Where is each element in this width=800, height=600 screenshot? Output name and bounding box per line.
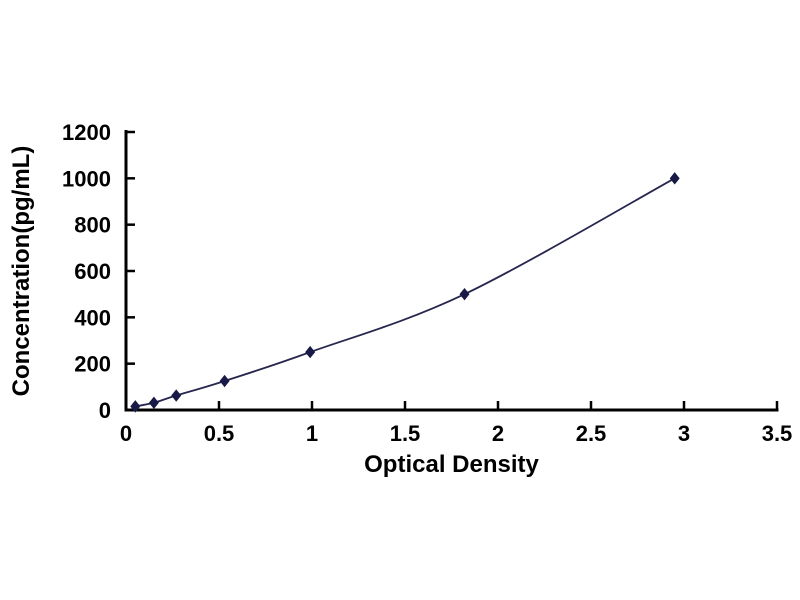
y-tick-label: 1200	[62, 120, 111, 145]
x-tick-label: 3.5	[762, 421, 793, 446]
x-tick-label: 1	[306, 421, 318, 446]
x-tick-label: 1.5	[390, 421, 421, 446]
y-tick-label: 600	[74, 259, 111, 284]
y-axis-title: Concentration(pg/mL)	[8, 145, 35, 397]
data-point-marker	[669, 172, 680, 185]
x-tick-label: 0.5	[204, 421, 235, 446]
y-tick-label: 400	[74, 305, 111, 330]
x-tick-label: 2.5	[576, 421, 607, 446]
data-point-marker	[148, 396, 159, 409]
y-tick-label: 200	[74, 352, 111, 377]
y-tick-label: 0	[99, 398, 111, 423]
curve-line	[135, 177, 676, 408]
data-point-marker	[459, 287, 470, 301]
x-tick-label: 0	[120, 421, 132, 446]
x-tick-label: 2	[492, 421, 504, 446]
x-tick-label: 3	[678, 421, 690, 446]
data-point-marker	[219, 374, 230, 388]
y-tick-label: 1000	[62, 166, 111, 191]
data-point-marker	[171, 389, 182, 402]
x-axis-title: Optical Density	[364, 451, 539, 478]
data-point-marker	[305, 345, 316, 359]
data-point-marker	[130, 400, 141, 413]
y-tick-label: 800	[74, 213, 111, 238]
